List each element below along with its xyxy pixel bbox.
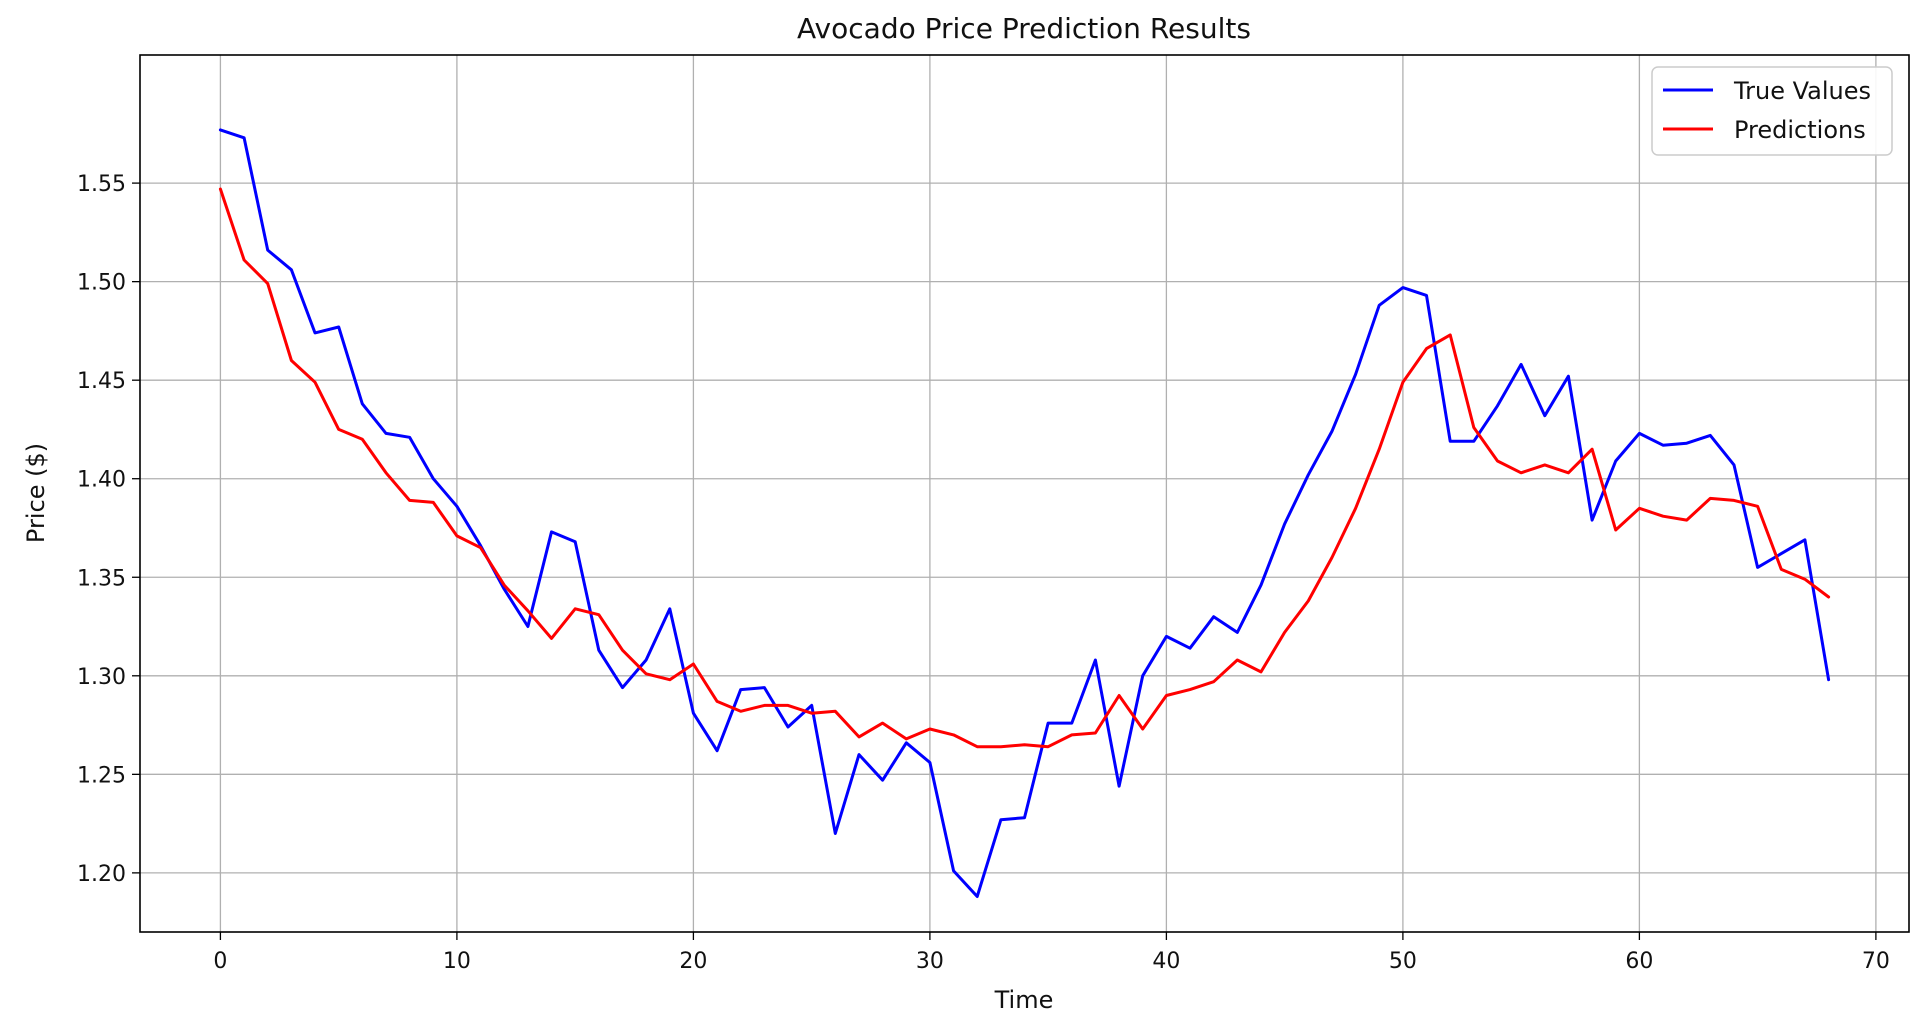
legend-label-true-values: True Values [1733, 77, 1871, 105]
y-tick-label: 1.20 [77, 862, 126, 887]
x-tick-label: 30 [916, 949, 944, 974]
x-tick-label: 40 [1152, 949, 1180, 974]
legend: True Values Predictions [1651, 66, 1893, 156]
chart-title: Avocado Price Prediction Results [797, 12, 1251, 45]
x-axis-label: Time [994, 986, 1054, 1014]
x-tick-label: 0 [213, 949, 227, 974]
y-tick-label: 1.50 [77, 271, 126, 296]
y-tick-label: 1.25 [77, 763, 126, 788]
x-tick-label: 60 [1625, 949, 1653, 974]
y-tick-label: 1.40 [77, 468, 126, 493]
y-tick-label: 1.35 [77, 566, 126, 591]
grid [140, 55, 1909, 932]
plot-frame [139, 54, 1910, 933]
x-tick-label: 70 [1862, 949, 1890, 974]
y-axis-label: Price ($) [22, 443, 50, 543]
x-tick-label: 20 [679, 949, 707, 974]
y-tick-label: 1.45 [77, 369, 126, 394]
series-layer [218, 128, 1831, 898]
y-tick-label: 1.30 [77, 665, 126, 690]
y-tick-label: 1.55 [77, 172, 126, 197]
legend-label-predictions: Predictions [1734, 116, 1866, 144]
series-line-predictions [218, 187, 1831, 749]
x-tick-label: 10 [443, 949, 471, 974]
x-tick-label: 50 [1389, 949, 1417, 974]
ticks: 0 10 20 30 40 50 60 70 1.20 1.25 1.30 1.35 1.40 1.45 1… [77, 172, 1890, 974]
